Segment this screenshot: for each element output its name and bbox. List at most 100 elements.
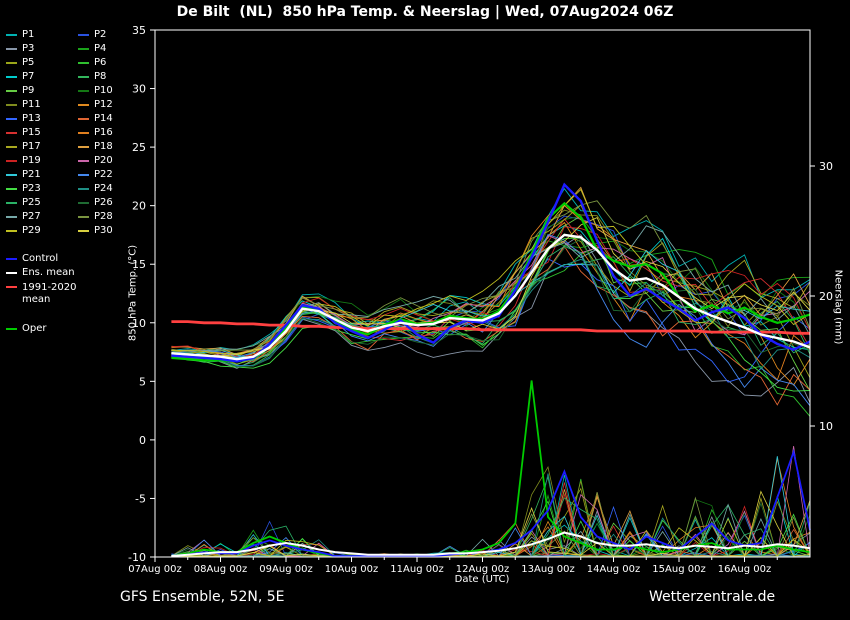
legend-swatch-icon <box>6 272 17 274</box>
x-tick-label: 11Aug 00z <box>390 564 443 575</box>
legend-label: P21 <box>22 169 41 180</box>
y-axis-label-left: 850 hPa Temp. (°C) <box>127 244 139 342</box>
legend-item-p28: P28 <box>78 210 150 224</box>
legend-item-p2: P2 <box>78 28 150 42</box>
legend-swatch-icon <box>6 48 17 50</box>
y-axis-label-right: Neerslag (mm) <box>832 269 844 345</box>
legend-label: P2 <box>94 29 107 40</box>
footer-model-label: GFS Ensemble, 52N, 5E <box>120 589 285 605</box>
legend-swatch-icon <box>78 48 89 50</box>
legend-swatch-icon <box>78 188 89 190</box>
legend-swatch-icon <box>78 104 89 106</box>
legend-item-p26: P26 <box>78 196 150 210</box>
x-tick-label: 08Aug 00z <box>194 564 247 575</box>
legend-label: P15 <box>22 127 41 138</box>
legend-control: Control <box>6 252 156 266</box>
legend-item-p14: P14 <box>78 112 150 126</box>
legend-label: P9 <box>22 85 35 96</box>
legend-label: P26 <box>94 197 113 208</box>
legend-swatch-icon <box>6 132 17 134</box>
legend-swatch-icon <box>6 188 17 190</box>
legend-oper: Oper <box>6 322 156 336</box>
legend-label: P1 <box>22 29 35 40</box>
legend-swatch-icon <box>78 118 89 120</box>
legend-singles: Control Ens. mean 1991-2020 mean Oper <box>6 252 156 336</box>
page-title: De Bilt (NL) 850 hPa Temp. & Neerslag | … <box>176 4 674 20</box>
legend-label: P3 <box>22 43 35 54</box>
legend-label: P5 <box>22 57 35 68</box>
y-left-tick-label: -5 <box>135 492 146 505</box>
legend-swatch-icon <box>78 216 89 218</box>
legend-swatch-icon <box>6 34 17 36</box>
legend-item-p30: P30 <box>78 224 150 238</box>
legend-label: P27 <box>22 211 41 222</box>
legend-swatch-icon <box>6 118 17 120</box>
y-right-tick-label: 10 <box>819 420 833 433</box>
member-precip-p15 <box>171 482 810 557</box>
legend-label: P22 <box>94 169 113 180</box>
precip-line-oper <box>171 380 811 557</box>
temp-line-ens_mean <box>171 233 811 361</box>
legend-swatch-icon <box>6 62 17 64</box>
x-tick-label: 12Aug 00z <box>456 564 509 575</box>
member-precip-p29 <box>171 517 811 557</box>
member-temp-p17 <box>171 204 811 357</box>
legend-label: P29 <box>22 225 41 236</box>
legend-item-p17: P17 <box>6 140 78 154</box>
legend-item-p5: P5 <box>6 56 78 70</box>
member-temp-p4 <box>171 240 811 363</box>
legend-ens-mean: Ens. mean <box>6 266 156 280</box>
legend-label: P24 <box>94 183 113 194</box>
member-temp-p26 <box>171 238 811 368</box>
y-left-tick-label: 5 <box>139 375 146 388</box>
legend-item-p13: P13 <box>6 112 78 126</box>
legend-item-p18: P18 <box>78 140 150 154</box>
legend-item-p3: P3 <box>6 42 78 56</box>
legend-item-p4: P4 <box>78 42 150 56</box>
legend-item-p8: P8 <box>78 70 150 84</box>
legend-swatch-icon <box>78 132 89 134</box>
legend-item-p23: P23 <box>6 182 78 196</box>
member-precip-p20 <box>171 445 811 557</box>
legend-item-p19: P19 <box>6 154 78 168</box>
legend: P1 P2 P3 P4 P5 P6 P7 P8 P9 P10 P11 P12 P13 P14 P15 P16 P… <box>6 28 156 336</box>
legend-item-p6: P6 <box>78 56 150 70</box>
member-temp-p27 <box>171 225 811 352</box>
legend-label: P28 <box>94 211 113 222</box>
legend-label: P12 <box>94 99 113 110</box>
x-tick-label: 16Aug 00z <box>718 564 771 575</box>
legend-swatch-icon <box>78 160 89 162</box>
legend-label: P16 <box>94 127 113 138</box>
y-left-tick-label: 35 <box>132 24 146 37</box>
legend-label: P30 <box>94 225 113 236</box>
temp-line-clim <box>171 320 810 335</box>
legend-swatch-icon <box>6 216 17 218</box>
member-temp-p5 <box>171 233 811 379</box>
y-right-tick-label: 20 <box>819 290 833 303</box>
legend-label: P20 <box>94 155 113 166</box>
member-precip-p30 <box>171 490 811 557</box>
legend-label: P6 <box>94 57 107 68</box>
legend-swatch-icon <box>78 202 89 204</box>
legend-label: P11 <box>22 99 41 110</box>
member-temp-p28 <box>171 200 811 353</box>
legend-item-p29: P29 <box>6 224 78 238</box>
x-tick-label: 13Aug 00z <box>521 564 574 575</box>
legend-item-p27: P27 <box>6 210 78 224</box>
x-tick-label: 10Aug 00z <box>325 564 378 575</box>
temp-line-control <box>171 182 811 363</box>
legend-swatch-icon <box>6 90 17 92</box>
legend-label: P4 <box>94 43 107 54</box>
legend-item-p21: P21 <box>6 168 78 182</box>
y-left-tick-label: 20 <box>132 200 146 213</box>
y-left-tick-label: 30 <box>132 83 146 96</box>
legend-label: Oper <box>22 323 47 334</box>
legend-swatch-icon <box>78 230 89 232</box>
y-right-tick-label: 30 <box>819 160 833 173</box>
y-left-tick-label: -10 <box>128 551 146 564</box>
member-precip-p11 <box>171 466 811 557</box>
legend-item-p22: P22 <box>78 168 150 182</box>
x-tick-label: 15Aug 00z <box>652 564 705 575</box>
legend-item-p15: P15 <box>6 126 78 140</box>
